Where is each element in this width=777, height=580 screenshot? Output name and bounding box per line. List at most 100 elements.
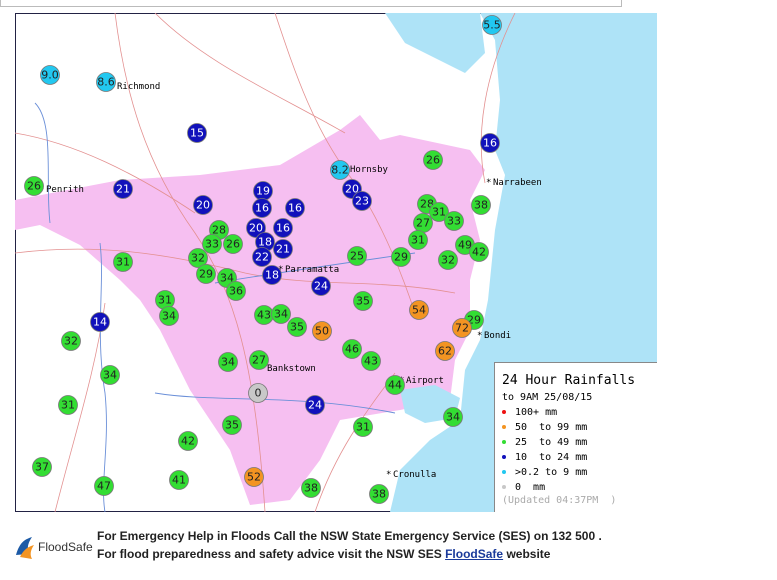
legend-dot	[502, 440, 506, 444]
rain-marker: 38	[301, 478, 321, 498]
marker-value: 52	[247, 471, 261, 484]
rain-marker: 14	[90, 312, 110, 332]
marker-dot	[443, 407, 463, 427]
marker-value: 20	[249, 222, 263, 235]
legend-label: 50 to 99 mm	[515, 422, 588, 433]
marker-dot	[187, 123, 207, 143]
legend-label: >0.2 to 9 mm	[515, 467, 588, 478]
marker-value: 62	[438, 345, 452, 358]
marker-dot	[352, 191, 372, 211]
marker-dot	[423, 150, 443, 170]
rain-marker: 34	[271, 304, 291, 324]
marker-dot	[435, 341, 455, 361]
marker-dot	[271, 304, 291, 324]
rain-marker: 46	[342, 339, 362, 359]
marker-value: 42	[181, 435, 195, 448]
place-star: *	[486, 178, 491, 188]
marker-value: 16	[255, 202, 269, 215]
legend-item: 50 to 99 mm	[502, 422, 587, 433]
rain-marker: 32	[61, 331, 81, 351]
rain-marker: 16	[480, 133, 500, 153]
marker-value: 31	[356, 421, 370, 434]
marker-value: 9.0	[41, 69, 59, 82]
rain-marker: 16	[285, 198, 305, 218]
marker-dot	[252, 198, 272, 218]
marker-value: 47	[97, 480, 111, 493]
marker-value: 32	[441, 254, 455, 267]
rain-marker: 35	[222, 415, 242, 435]
place-label: Hornsby	[350, 165, 389, 175]
rain-marker: 8.6	[96, 72, 116, 92]
marker-dot	[202, 234, 222, 254]
rain-marker: 8.2	[330, 160, 350, 180]
rain-marker: 19	[253, 181, 273, 201]
legend-item: 10 to 24 mm	[502, 452, 587, 463]
marker-dot	[301, 478, 321, 498]
rain-marker: 47	[94, 476, 114, 496]
marker-value: 16	[276, 222, 290, 235]
rain-marker: 16	[273, 218, 293, 238]
floodsafe-link[interactable]: FloodSafe	[445, 547, 504, 561]
marker-value: 14	[93, 316, 107, 329]
marker-dot	[480, 133, 500, 153]
rain-marker: 31	[113, 252, 133, 272]
marker-value: 34	[162, 310, 176, 323]
rain-marker: 31	[429, 202, 449, 222]
marker-value: 37	[35, 461, 49, 474]
marker-value: 29	[199, 268, 213, 281]
urban-area	[15, 115, 485, 505]
marker-dot	[287, 317, 307, 337]
rain-marker: 42	[469, 242, 489, 262]
marker-value: 35	[290, 321, 304, 334]
marker-dot	[429, 202, 449, 222]
rain-marker: 9.0	[40, 65, 60, 85]
rain-marker: 27	[413, 213, 433, 233]
marker-value: 0	[255, 387, 262, 400]
marker-value: 31	[61, 399, 75, 412]
top-frame	[0, 0, 622, 7]
rain-marker: 26	[223, 234, 243, 254]
marker-value: 41	[172, 474, 186, 487]
place-label: Bondi	[484, 331, 511, 341]
legend-item: 100+ mm	[502, 407, 557, 418]
legend-label: 10 to 24 mm	[515, 452, 588, 463]
marker-dot	[90, 312, 110, 332]
marker-dot	[94, 476, 114, 496]
marker-value: 27	[416, 217, 430, 230]
marker-dot	[226, 281, 246, 301]
marker-dot	[113, 179, 133, 199]
marker-dot	[438, 250, 458, 270]
marker-dot	[40, 65, 60, 85]
legend-label: 25 to 49 mm	[515, 437, 588, 448]
marker-dot	[312, 321, 332, 341]
advice-line: For flood preparedness and safety advice…	[97, 547, 550, 561]
rain-marker: 33	[202, 234, 222, 254]
marker-value: 44	[388, 379, 402, 392]
marker-dot	[391, 247, 411, 267]
marker-dot	[471, 195, 491, 215]
marker-dot	[244, 467, 264, 487]
advice-text: For flood preparedness and safety advice…	[97, 547, 446, 561]
legend-dot	[502, 410, 506, 414]
legend-item: 25 to 49 mm	[502, 437, 587, 448]
marker-value: 33	[205, 238, 219, 251]
marker-value: 28	[212, 224, 226, 237]
legend-dot	[502, 470, 506, 474]
rain-marker: 29	[196, 264, 216, 284]
rain-marker: 34	[218, 352, 238, 372]
marker-value: 38	[372, 488, 386, 501]
marker-value: 38	[474, 199, 488, 212]
rain-marker: 52	[244, 467, 264, 487]
marker-dot	[223, 234, 243, 254]
rain-marker: 50	[312, 321, 332, 341]
rain-marker: 31	[58, 395, 78, 415]
marker-dot	[159, 306, 179, 326]
rain-marker: 54	[409, 300, 429, 320]
marker-dot	[273, 239, 293, 259]
rain-marker: 36	[226, 281, 246, 301]
place-star: *	[278, 265, 283, 275]
marker-value: 21	[276, 243, 290, 256]
rain-marker: 34	[159, 306, 179, 326]
rain-marker: 27	[249, 350, 269, 370]
rain-marker: 23	[352, 191, 372, 211]
